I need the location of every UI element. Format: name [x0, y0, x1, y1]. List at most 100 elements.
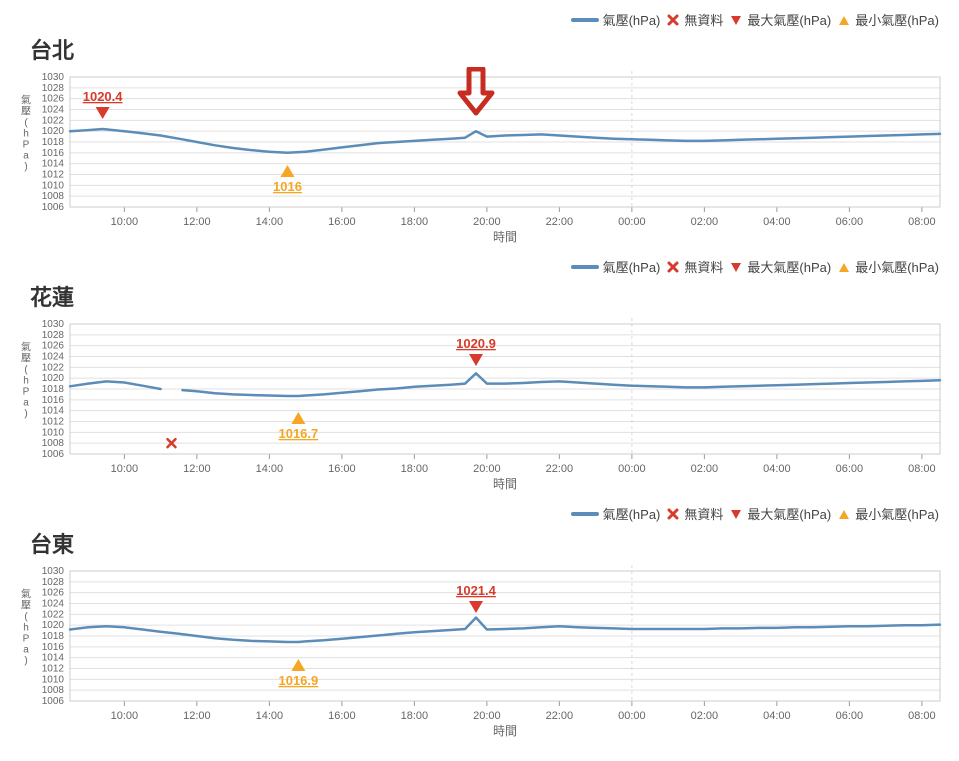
- max-marker-label: 1020.4: [83, 89, 124, 104]
- legend-pressure: 氣壓(hPa): [571, 257, 661, 276]
- y-axis-label-char: 氣: [21, 341, 31, 354]
- y-tick-label: 1024: [42, 352, 65, 363]
- y-tick-label: 1028: [42, 577, 65, 588]
- y-axis-label-char: 壓: [21, 353, 31, 365]
- x-tick-label: 04:00: [763, 463, 791, 475]
- y-tick-label: 1026: [42, 588, 65, 599]
- x-tick-label: 08:00: [908, 710, 936, 722]
- x-tick-label: 16:00: [328, 710, 356, 722]
- legend-max-label: 最大氣壓(hPa): [747, 10, 831, 29]
- legend-max-label: 最大氣壓(hPa): [747, 504, 831, 523]
- x-tick-label: 14:00: [256, 710, 284, 722]
- legend-line-swatch: [571, 265, 599, 269]
- panels-container: 氣壓(hPa) 無資料 最大氣壓(hPa) 最小氣壓(hPa) 台北100610…: [10, 10, 949, 741]
- y-tick-label: 1028: [42, 330, 65, 341]
- y-axis-label-char: P: [23, 140, 30, 151]
- legend-nodata: 無資料: [666, 10, 723, 29]
- x-tick-label: 02:00: [691, 216, 719, 228]
- x-tick-label: 18:00: [401, 710, 429, 722]
- cross-icon: [666, 507, 680, 521]
- y-axis-label-char: P: [23, 634, 30, 645]
- y-axis-label-char: (: [24, 612, 28, 623]
- y-tick-label: 1006: [42, 696, 65, 707]
- y-tick-label: 1012: [42, 170, 65, 181]
- max-marker-icon: [469, 601, 483, 613]
- legend: 氣壓(hPa) 無資料 最大氣壓(hPa) 最小氣壓(hPa): [10, 257, 949, 276]
- panel-title: 台東: [30, 527, 949, 559]
- y-tick-label: 1016: [42, 642, 65, 653]
- legend-min: 最小氣壓(hPa): [837, 257, 939, 276]
- y-axis-label-char: 氣: [21, 588, 31, 601]
- chart-area: 1006100810101012101410161018102010221024…: [10, 561, 949, 741]
- y-axis-label-char: h: [23, 376, 29, 387]
- legend-max: 最大氣壓(hPa): [729, 504, 831, 523]
- annotation-arrow-icon: [460, 69, 492, 113]
- x-tick-label: 10:00: [111, 463, 139, 475]
- y-tick-label: 1016: [42, 148, 65, 159]
- x-tick-label: 12:00: [183, 216, 211, 228]
- triangle-down-icon: [729, 13, 743, 27]
- y-tick-label: 1026: [42, 341, 65, 352]
- panel-hualien: 氣壓(hPa) 無資料 最大氣壓(hPa) 最小氣壓(hPa) 花蓮100610…: [10, 257, 949, 494]
- legend-nodata: 無資料: [666, 257, 723, 276]
- y-tick-label: 1022: [42, 115, 65, 126]
- x-tick-label: 04:00: [763, 216, 791, 228]
- y-axis-label-char: 氣: [21, 94, 31, 107]
- legend-line-swatch: [571, 18, 599, 22]
- pressure-line: [70, 381, 161, 389]
- y-tick-label: 1008: [42, 438, 65, 449]
- date-marker-label: 2022-01-16: [601, 561, 663, 564]
- y-tick-label: 1020: [42, 126, 65, 137]
- legend-min-label: 最小氣壓(hPa): [855, 504, 939, 523]
- x-tick-label: 18:00: [401, 216, 429, 228]
- legend: 氣壓(hPa) 無資料 最大氣壓(hPa) 最小氣壓(hPa): [10, 10, 949, 29]
- y-tick-label: 1028: [42, 83, 65, 94]
- y-axis-label-char: (: [24, 365, 28, 376]
- legend-pressure: 氣壓(hPa): [571, 504, 661, 523]
- pressure-line: [182, 373, 940, 396]
- y-tick-label: 1010: [42, 427, 65, 438]
- max-marker-icon: [96, 107, 110, 119]
- legend-max: 最大氣壓(hPa): [729, 257, 831, 276]
- x-tick-label: 00:00: [618, 463, 646, 475]
- y-tick-label: 1010: [42, 674, 65, 685]
- legend-min: 最小氣壓(hPa): [837, 504, 939, 523]
- legend-pressure-label: 氣壓(hPa): [603, 504, 661, 523]
- y-tick-label: 1030: [42, 72, 65, 83]
- y-tick-label: 1018: [42, 137, 65, 148]
- x-tick-label: 00:00: [618, 216, 646, 228]
- x-tick-label: 06:00: [836, 710, 864, 722]
- y-axis-label-char: (: [24, 118, 28, 129]
- triangle-down-icon: [729, 507, 743, 521]
- y-axis-label-char: a: [23, 398, 29, 409]
- chart-svg: 1006100810101012101410161018102010221024…: [10, 67, 949, 247]
- legend-min: 最小氣壓(hPa): [837, 10, 939, 29]
- triangle-down-icon: [729, 260, 743, 274]
- x-tick-label: 14:00: [256, 216, 284, 228]
- y-tick-label: 1012: [42, 664, 65, 675]
- date-marker-label: 2022-01-16: [601, 67, 663, 70]
- x-tick-label: 02:00: [691, 463, 719, 475]
- min-marker-icon: [291, 659, 305, 671]
- y-axis-label-char: ): [24, 409, 27, 420]
- y-tick-label: 1006: [42, 202, 65, 213]
- cross-icon: [666, 260, 680, 274]
- legend-min-label: 最小氣壓(hPa): [855, 257, 939, 276]
- x-tick-label: 22:00: [546, 463, 574, 475]
- y-tick-label: 1024: [42, 105, 65, 116]
- x-axis-label: 時間: [493, 230, 517, 244]
- min-marker-label: 1016: [273, 179, 302, 194]
- legend-nodata-label: 無資料: [684, 504, 723, 523]
- y-axis-label-char: P: [23, 387, 30, 398]
- x-tick-label: 20:00: [473, 463, 501, 475]
- pressure-line: [70, 618, 940, 642]
- date-marker-label: 2022-01-16: [601, 314, 663, 317]
- panel-taitung: 氣壓(hPa) 無資料 最大氣壓(hPa) 最小氣壓(hPa) 台東100610…: [10, 504, 949, 741]
- x-tick-label: 10:00: [111, 216, 139, 228]
- chart-svg: 1006100810101012101410161018102010221024…: [10, 561, 949, 741]
- x-tick-label: 22:00: [546, 216, 574, 228]
- max-marker-label: 1020.9: [456, 336, 496, 351]
- legend-nodata: 無資料: [666, 504, 723, 523]
- chart-area: 1006100810101012101410161018102010221024…: [10, 314, 949, 494]
- x-tick-label: 02:00: [691, 710, 719, 722]
